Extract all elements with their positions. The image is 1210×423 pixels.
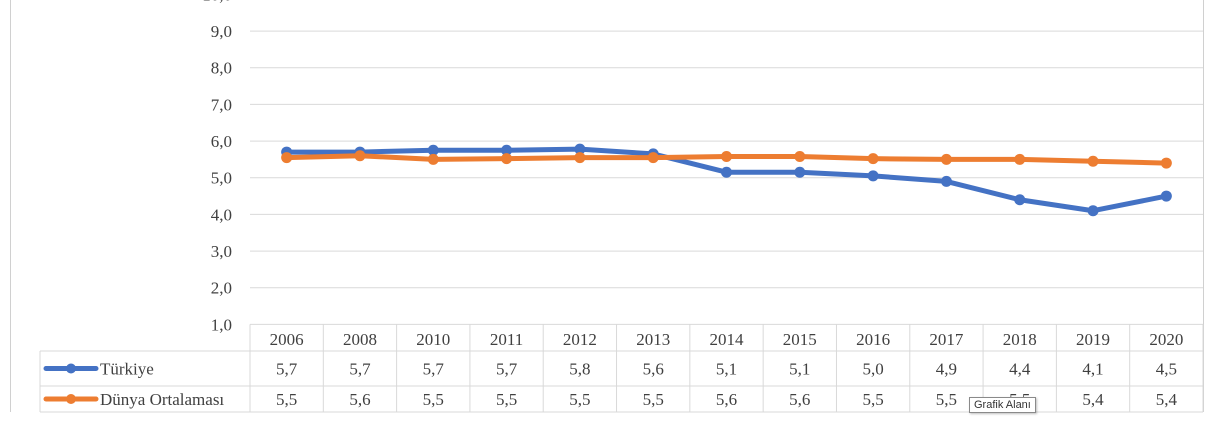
data-table-value: 5,4 bbox=[1082, 390, 1104, 409]
y-tick-label: 10,0 bbox=[202, 0, 232, 4]
data-point bbox=[281, 152, 293, 164]
data-table-value: 4,5 bbox=[1156, 360, 1177, 379]
data-point bbox=[574, 152, 586, 164]
x-tick-label: 2010 bbox=[416, 330, 450, 349]
data-point bbox=[867, 153, 879, 165]
data-table-value: 5,5 bbox=[862, 390, 883, 409]
data-table-value: 5,6 bbox=[789, 390, 810, 409]
data-point bbox=[574, 143, 586, 155]
y-tick-label: 7,0 bbox=[211, 95, 232, 114]
data-point bbox=[940, 153, 952, 165]
y-tick-label: 3,0 bbox=[211, 242, 232, 261]
data-table-value: 5,6 bbox=[643, 360, 664, 379]
data-table-value: 5,1 bbox=[716, 360, 737, 379]
x-tick-label: 2014 bbox=[710, 330, 745, 349]
data-table-value: 5,5 bbox=[496, 390, 517, 409]
data-table-value: 5,5 bbox=[643, 390, 664, 409]
y-tick-label: 9,0 bbox=[211, 22, 232, 41]
data-point bbox=[867, 170, 879, 182]
data-point bbox=[721, 166, 732, 178]
data-table-value: 5,6 bbox=[716, 390, 737, 409]
chart-frame-right bbox=[1203, 0, 1204, 412]
legend-label: Türkiye bbox=[100, 360, 154, 379]
data-point bbox=[1087, 155, 1099, 167]
x-tick-label: 2012 bbox=[563, 330, 597, 349]
data-point bbox=[354, 150, 366, 162]
y-tick-label: 8,0 bbox=[211, 59, 232, 78]
data-point bbox=[1014, 153, 1026, 165]
y-tick-label: 1,0 bbox=[211, 315, 232, 334]
x-tick-label: 2006 bbox=[270, 330, 304, 349]
data-point bbox=[794, 166, 806, 178]
x-tick-label: 2019 bbox=[1076, 330, 1110, 349]
data-point bbox=[1160, 190, 1172, 202]
data-point bbox=[1160, 157, 1172, 169]
y-tick-label: 4,0 bbox=[211, 205, 232, 224]
data-table-value: 4,9 bbox=[936, 360, 957, 379]
y-tick-label: 6,0 bbox=[211, 132, 232, 151]
y-tick-label: 5,0 bbox=[211, 169, 232, 188]
data-table-value: 5,5 bbox=[276, 390, 297, 409]
chart-frame-left bbox=[10, 0, 11, 412]
data-point bbox=[501, 153, 513, 165]
data-point bbox=[427, 153, 439, 165]
x-tick-label: 2016 bbox=[856, 330, 890, 349]
data-table-value: 5,4 bbox=[1156, 390, 1178, 409]
legend-label: Dünya Ortalaması bbox=[100, 390, 224, 409]
x-tick-label: 2008 bbox=[343, 330, 377, 349]
data-table-value: 5,1 bbox=[789, 360, 810, 379]
x-tick-label: 2013 bbox=[636, 330, 670, 349]
data-table-value: 5,0 bbox=[862, 360, 883, 379]
x-tick-label: 2020 bbox=[1149, 330, 1183, 349]
data-table-value: 5,8 bbox=[569, 360, 590, 379]
chart-area-tooltip: Grafik Alanı bbox=[969, 397, 1036, 413]
data-table-value: 5,7 bbox=[276, 360, 298, 379]
data-point bbox=[940, 175, 952, 187]
x-tick-label: 2011 bbox=[490, 330, 523, 349]
data-point bbox=[427, 144, 439, 156]
data-point bbox=[794, 150, 806, 162]
x-tick-label: 2018 bbox=[1003, 330, 1037, 349]
legend-key-marker bbox=[66, 363, 76, 374]
data-point bbox=[501, 144, 513, 156]
legend-key-marker bbox=[66, 394, 76, 404]
x-tick-label: 2015 bbox=[783, 330, 817, 349]
data-table-value: 5,5 bbox=[423, 390, 444, 409]
data-table-value: 5,7 bbox=[496, 360, 518, 379]
data-point bbox=[647, 152, 659, 164]
data-table-value: 5,7 bbox=[349, 360, 371, 379]
data-table-value: 5,7 bbox=[423, 360, 445, 379]
data-table-value: 4,1 bbox=[1082, 360, 1103, 379]
data-table-value: 4,4 bbox=[1009, 360, 1031, 379]
data-point bbox=[1087, 205, 1099, 217]
data-table-value: 5,5 bbox=[569, 390, 590, 409]
data-table-value: 5,6 bbox=[349, 390, 370, 409]
data-point bbox=[721, 150, 732, 162]
y-tick-label: 2,0 bbox=[211, 279, 232, 298]
data-point bbox=[1014, 194, 1026, 206]
data-table-value: 5,5 bbox=[936, 390, 957, 409]
x-tick-label: 2017 bbox=[929, 330, 964, 349]
